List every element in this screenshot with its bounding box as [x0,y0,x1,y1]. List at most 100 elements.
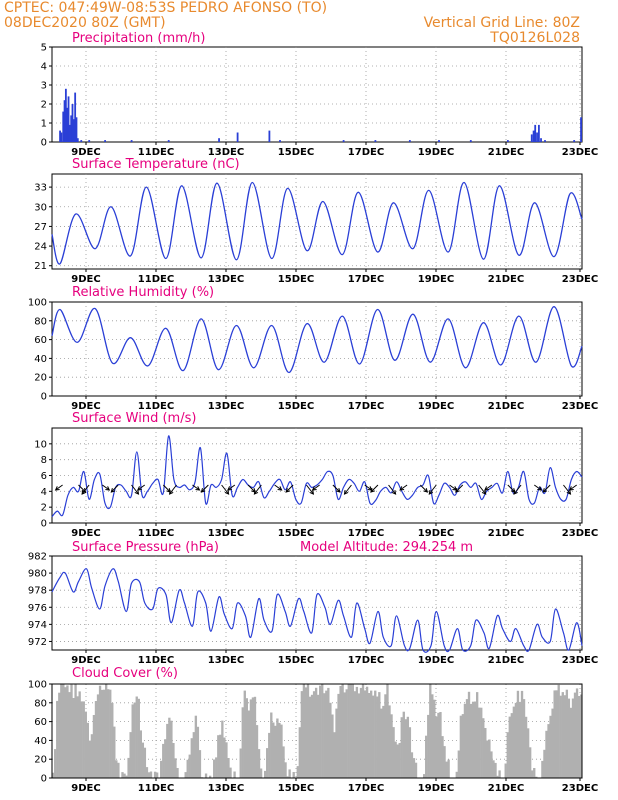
cloud-bar [60,684,63,778]
cloud-bar [384,694,387,778]
wind-arrow [55,484,63,491]
cloud-bar [469,703,473,778]
cloud-bar [302,684,306,778]
cloud-bar [402,711,405,778]
wind-arrow-head [200,488,206,493]
xtick-precipitation: 21DEC [488,147,524,158]
precip-bar [268,130,271,142]
cloud-bar [510,713,513,778]
precip-bar [374,140,377,142]
cloud-bar [100,689,104,778]
cloud-bar [533,768,536,778]
panel-wind: 0 2 4 6 8 10 9DEC 11DEC 13DEC 15DEC 17DEC 19DEC 21DE… [34,427,598,539]
cloud-bar [376,696,379,778]
wind-arrow [306,484,314,495]
xtick-cloud-cover: 13DEC [208,783,244,794]
cloud-bar [286,776,289,778]
cloud-bar [174,758,177,778]
cloud-bar [575,688,579,778]
precip-bar [80,140,83,142]
cloud-bar [392,727,395,778]
wind-arrow [312,484,320,491]
cloud-bar [115,760,118,778]
precip-bar [59,130,61,142]
cloud-bar [168,717,171,778]
xtick-cloud-cover: 19DEC [418,783,454,794]
cloud-bar [257,749,261,778]
ytick-cloud-cover: 100 [28,680,47,691]
cloud-bar [312,691,316,778]
cloud-bar [255,725,259,778]
wind-arrow [478,484,487,495]
cloud-bar [437,712,440,778]
wind-arrow-head [399,486,405,491]
cloud-bar [137,698,140,778]
xtick-precipitation: 11DEC [138,147,174,158]
cloud-bar [204,773,208,778]
precip-bar [75,117,78,142]
cloud-bar [270,712,273,778]
cloud-bar [133,702,136,778]
cloud-bar [524,716,528,778]
cloud-bar [259,768,263,778]
wind-arrow-head [54,486,60,491]
cloud-bar [471,701,475,778]
cloud-bar [526,728,530,778]
cloud-bar [518,701,522,778]
cloud-bar [170,720,173,778]
xtick-pressure: 9DEC [71,655,100,666]
wind-arrow-head [134,490,140,495]
cloud-bar [306,684,310,778]
wind-arrow [169,484,177,495]
ytick-wind: 6 [41,471,47,482]
cloud-bar [486,740,489,778]
cloud-bar [361,684,365,778]
precip-bar [71,104,74,142]
cloud-bar [62,684,65,778]
wind-arrow-head [335,488,341,493]
ytick-pressure: 972 [28,637,47,648]
cloud-bar [241,707,244,778]
wind-arrow [428,484,437,495]
cloud-bar [459,715,463,778]
cloud-bar [139,730,142,778]
ytick-temperature: 21 [34,261,47,272]
wind-arrow [507,484,516,493]
cloud-bar [463,703,467,778]
wind-arrow-head [481,490,487,495]
cloud-bar [443,746,446,778]
cloud-bar [390,714,393,778]
header-line1-left: CPTEC: 047:49W-08:53S PEDRO AFONSO (TO) [4,0,327,16]
xtick-precipitation: 17DEC [348,147,384,158]
cloud-bar [176,768,179,778]
cloud-bar [76,696,79,778]
cloud-bar [296,766,299,778]
header-line1-right: Vertical Grid Line: 80Z [424,15,580,31]
cloud-bar [547,724,550,778]
panel-frame-temperature [51,173,583,270]
cloud-bar [478,707,481,778]
ytick-temperature: 33 [34,183,47,194]
wind-arrow [534,484,542,491]
cloud-bar [345,689,348,778]
xtick-cloud-cover: 17DEC [348,783,384,794]
cloud-bar [579,694,583,778]
cloud-bar [166,723,169,778]
header-line2-left: 08DEC2020 80Z (GMT) [4,15,166,31]
wind-arrow-head [224,490,230,495]
wind-line [51,435,583,518]
xtick-pressure: 15DEC [278,655,314,666]
wind-arrow-head [391,490,397,495]
wind-arrow [227,484,236,491]
ytick-temperature: 27 [34,222,47,233]
pressure-model-altitude: Model Altitude: 294.254 m [300,540,473,555]
cloud-bar [123,773,126,778]
cloud-bar [280,724,283,778]
cloud-bar [64,687,67,778]
wind-arrow-head [311,486,317,491]
cloud-bar [553,690,556,778]
wind-arrow-head [542,488,548,493]
cloud-bar [573,692,577,778]
cloud-bar [504,763,507,778]
cloud-bar [492,760,495,778]
